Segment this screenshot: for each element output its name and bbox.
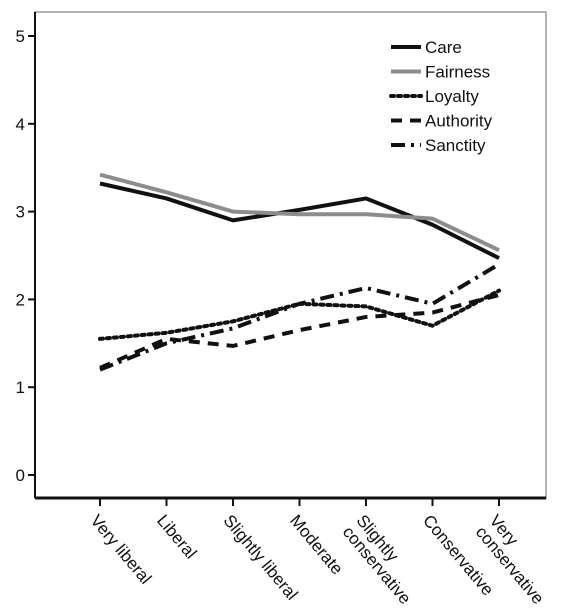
x-tick-label: Slightlyconservative xyxy=(339,511,429,608)
series-layer xyxy=(98,172,501,372)
y-tick-label: 0 xyxy=(16,466,25,485)
plot-frame xyxy=(34,11,547,499)
y-tick-label: 4 xyxy=(16,115,25,134)
series-line-fairness xyxy=(99,172,500,253)
y-axis: 0 1 2 3 4 5 xyxy=(16,12,36,498)
legend-label-authority: Authority xyxy=(425,112,493,131)
legend-label-fairness: Fairness xyxy=(425,63,490,82)
x-tick-label: Liberal xyxy=(153,511,200,562)
x-tick-label: Very liberal xyxy=(87,511,156,588)
x-tick-label-line: Liberal xyxy=(153,511,200,562)
legend: Care Fairness Loyalty Authority Sanctity xyxy=(389,38,493,155)
x-tick-label-line: Very liberal xyxy=(87,511,156,588)
legend-label-loyalty: Loyalty xyxy=(425,87,479,106)
y-tick-label: 2 xyxy=(16,290,25,309)
x-tick-label-line: Moderate xyxy=(286,511,347,578)
y-tick-label: 3 xyxy=(16,203,25,222)
y-tick-label: 1 xyxy=(16,378,25,397)
series-line-care xyxy=(99,181,500,260)
series-line-authority xyxy=(99,293,500,370)
series-line-sanctity xyxy=(99,262,501,372)
y-tick-label: 5 xyxy=(16,27,25,46)
x-tick-label: Moderate xyxy=(286,511,347,578)
legend-label-sanctity: Sanctity xyxy=(425,136,486,155)
legend-label-care: Care xyxy=(425,38,462,57)
